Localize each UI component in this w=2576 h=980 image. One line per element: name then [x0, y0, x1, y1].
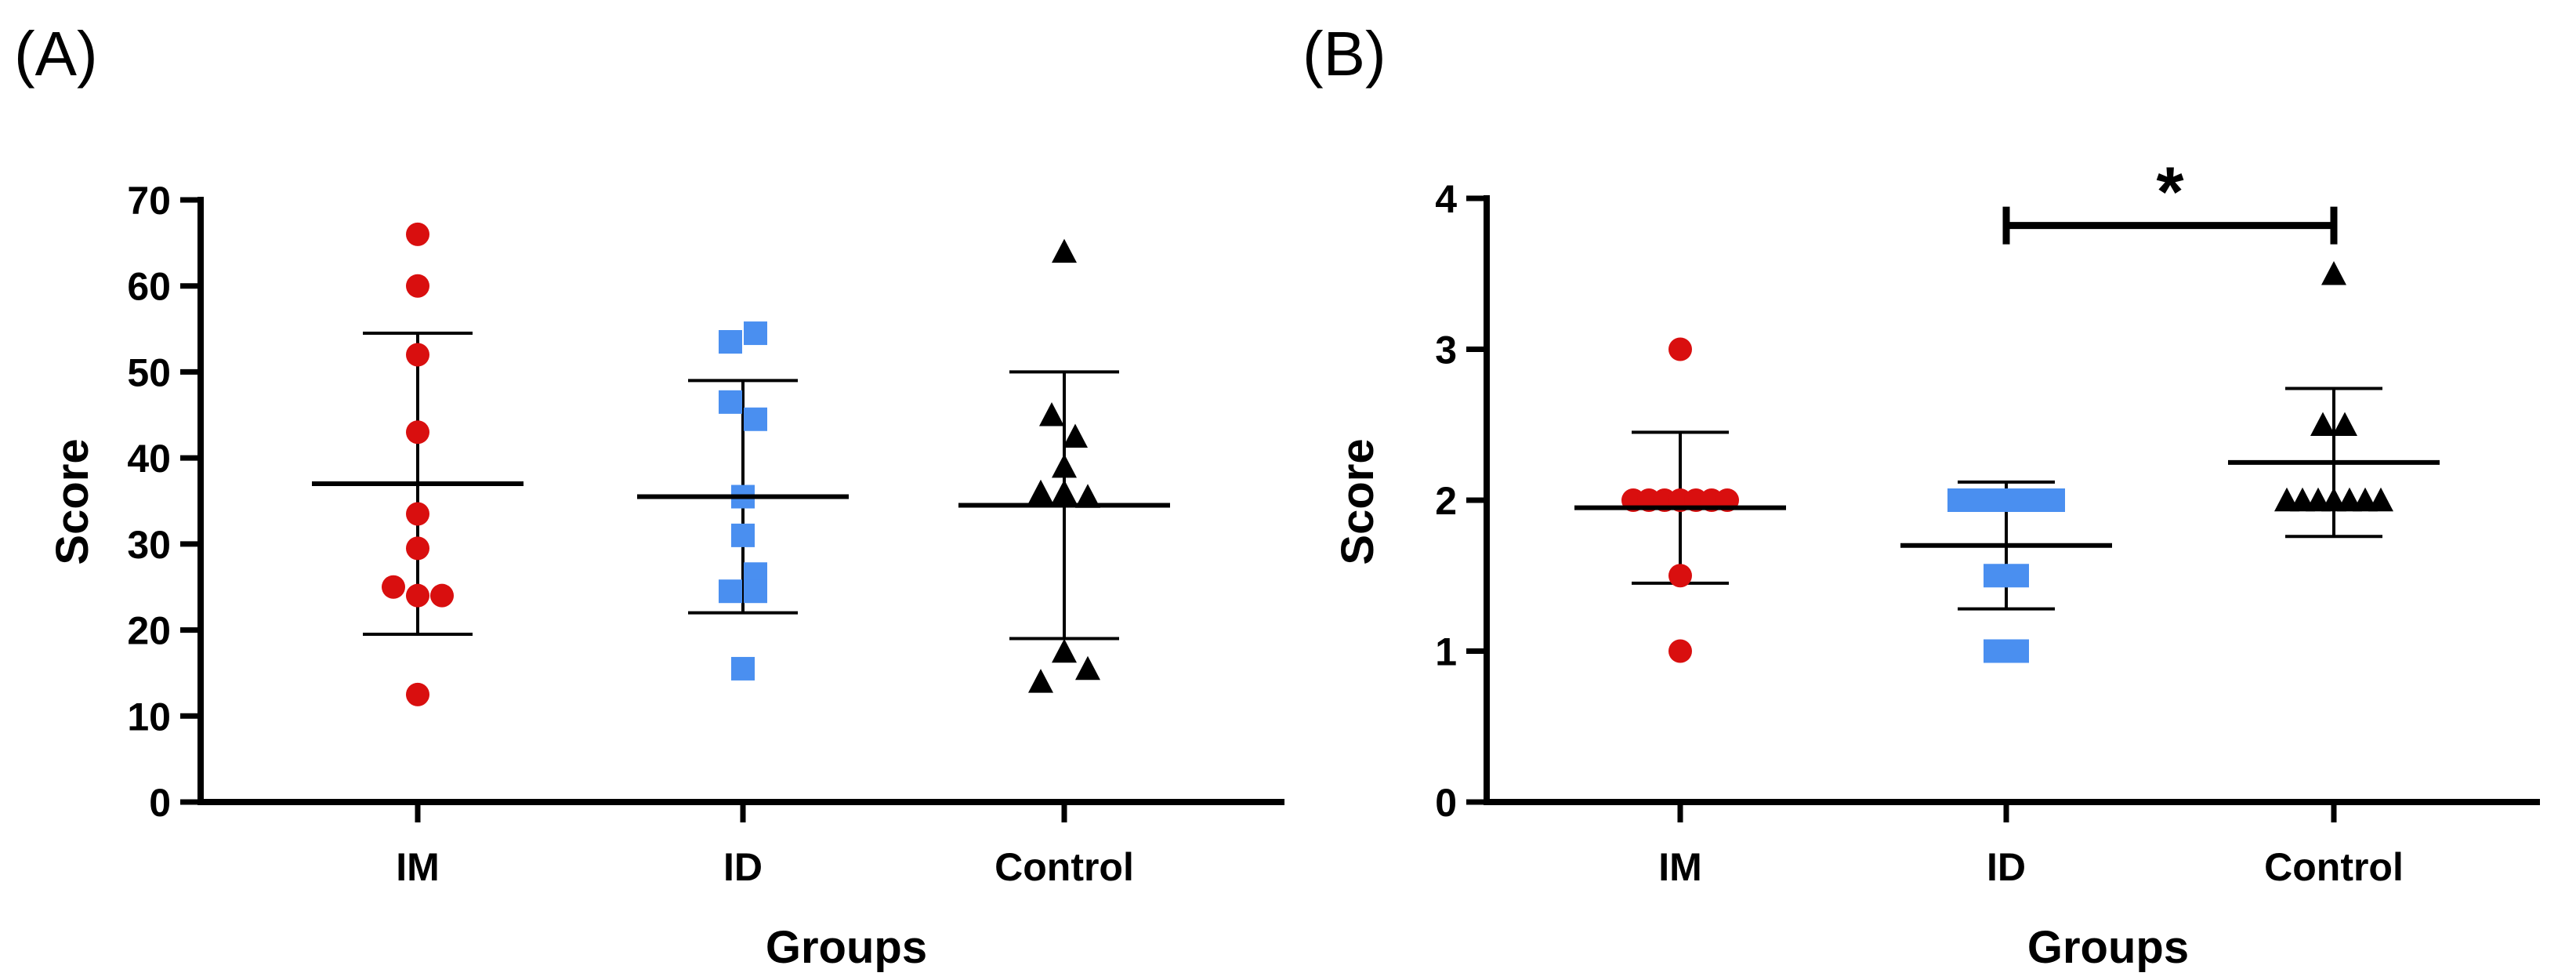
data-point-im	[1668, 639, 1692, 663]
data-point-control	[1028, 479, 1053, 504]
data-point-im	[430, 583, 454, 608]
data-point-id	[2042, 488, 2065, 512]
data-point-control	[2310, 412, 2335, 436]
data-point-control	[1052, 638, 1077, 663]
x-tick-label: Control	[995, 845, 1134, 889]
data-point-id	[1984, 564, 2007, 588]
data-point-im	[406, 222, 429, 246]
y-tick-label: 50	[127, 350, 171, 394]
data-point-id	[1984, 639, 2007, 663]
data-point-control	[2321, 261, 2346, 285]
y-tick-label: 60	[127, 265, 171, 309]
data-point-id	[744, 321, 767, 346]
y-tick-label: 1	[1435, 630, 1457, 674]
y-tick-label: 10	[127, 695, 171, 739]
y-tick-label: 30	[127, 523, 171, 567]
y-tick-label: 0	[149, 781, 171, 825]
data-point-id	[719, 330, 742, 354]
x-axis-title-a: Groups	[766, 922, 927, 973]
x-tick-label: ID	[723, 845, 763, 889]
data-point-control	[1039, 402, 1064, 426]
data-point-control	[1075, 655, 1100, 681]
data-point-id	[2005, 564, 2029, 588]
data-point-im	[406, 343, 429, 367]
x-tick-label: IM	[396, 845, 440, 889]
data-point-im	[406, 536, 429, 561]
y-tick-label: 0	[1435, 781, 1457, 825]
data-point-im	[382, 575, 405, 599]
y-tick-label: 2	[1435, 479, 1457, 523]
y-tick-label: 3	[1435, 328, 1457, 372]
data-point-id	[731, 523, 755, 547]
x-tick-label: IM	[1658, 845, 1702, 889]
data-point-id	[744, 407, 767, 431]
data-point-id	[744, 579, 767, 604]
data-point-id	[719, 390, 742, 414]
data-point-im	[1668, 337, 1692, 361]
data-point-id	[719, 579, 742, 604]
y-tick-label: 20	[127, 609, 171, 653]
data-point-control	[1028, 669, 1053, 693]
data-point-im	[406, 502, 429, 526]
y-tick-label: 40	[127, 437, 171, 481]
data-point-im	[1668, 564, 1692, 588]
data-point-id	[2005, 639, 2029, 663]
data-point-control	[2332, 412, 2357, 436]
y-axis-title-b: Score	[1332, 438, 1383, 564]
y-axis-title-a: Score	[47, 438, 98, 564]
data-point-im	[406, 682, 429, 706]
x-tick-label: ID	[1987, 845, 2026, 889]
significance-star: *	[2156, 154, 2183, 232]
x-axis-title-b: Groups	[2027, 922, 2189, 973]
panel-label-b: (B)	[1302, 19, 1386, 89]
data-point-control	[1052, 238, 1077, 263]
data-point-im	[406, 274, 429, 298]
data-point-control	[1052, 479, 1077, 504]
data-point-im	[406, 583, 429, 608]
y-tick-label: 70	[127, 179, 171, 223]
data-point-control	[1063, 423, 1088, 448]
data-point-control	[1052, 453, 1077, 478]
y-tick-label: 4	[1435, 177, 1457, 221]
data-point-im	[406, 420, 429, 445]
data-point-control	[2368, 487, 2393, 512]
x-tick-label: Control	[2264, 845, 2404, 889]
data-point-control	[1075, 484, 1100, 508]
panel-a: (A) Groups Score 0 10 20 30 40 50 60 70 IM ID Cont…	[14, 19, 1284, 973]
panel-b: (B) Groups Score 0 1 2 3 4 IM ID Control *	[1302, 19, 2540, 973]
panel-label-a: (A)	[14, 19, 98, 89]
data-point-id	[731, 656, 755, 681]
